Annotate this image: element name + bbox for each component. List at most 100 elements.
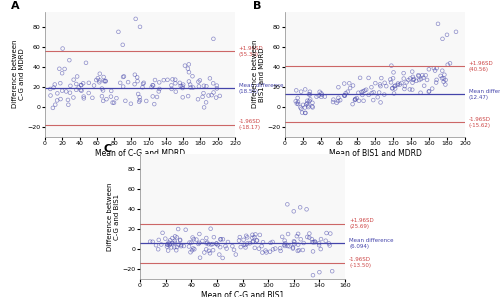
Point (408, 69, 416, 74)
Point (255, 246, 263, 251)
Point (168, 241, 176, 245)
Point (432, 80, 440, 85)
Point (308, 100, 316, 105)
Point (214, 243, 222, 247)
Point (244, 241, 252, 246)
Point (72, 87, 80, 92)
Point (108, 100, 116, 105)
Point (308, 240, 316, 244)
Point (198, 94, 206, 99)
Point (212, 241, 220, 246)
Point (315, 241, 323, 245)
Point (222, 244, 230, 249)
Point (351, 97, 359, 102)
Point (334, 85, 342, 90)
Point (394, 81, 402, 86)
Point (416, 90, 424, 95)
Point (194, 97, 202, 102)
Point (155, 80, 163, 85)
Point (306, 89, 314, 94)
Point (410, 78, 418, 82)
Point (368, 85, 376, 90)
Point (213, 83, 221, 88)
X-axis label: Mean of BIS1 and MDRD: Mean of BIS1 and MDRD (328, 148, 422, 158)
Point (232, 252, 240, 257)
Point (107, 94, 115, 99)
Point (408, 80, 416, 85)
Point (398, 80, 406, 85)
Point (146, 239, 154, 244)
Point (181, 63, 189, 68)
Point (387, 80, 395, 85)
Point (139, 82, 147, 86)
Point (414, 73, 422, 78)
Point (79, 81, 87, 86)
Point (99, 88, 107, 93)
Point (423, 78, 431, 82)
Point (388, 63, 396, 68)
Point (386, 77, 394, 82)
Text: +1.96SD
(25.69): +1.96SD (25.69) (349, 218, 374, 229)
Point (330, 97, 338, 102)
Point (420, 75, 428, 80)
Point (56, 97, 64, 102)
Point (198, 238, 206, 243)
Point (171, 77, 179, 82)
Text: -1.96SD
(-15.62): -1.96SD (-15.62) (468, 117, 490, 128)
Point (80, 96, 88, 101)
Point (136, 98, 144, 102)
Y-axis label: Difference between
C-G and MDRD: Difference between C-G and MDRD (12, 40, 25, 108)
Point (166, 241, 174, 246)
Point (164, 78, 172, 82)
Point (266, 249, 274, 254)
Point (306, 235, 314, 240)
Point (286, 244, 294, 249)
Point (163, 244, 171, 249)
Point (236, 245, 244, 249)
Point (162, 236, 170, 241)
Point (346, 86, 354, 91)
Point (292, 88, 300, 93)
Point (171, 234, 179, 239)
Point (66, 83, 74, 88)
Point (269, 247, 277, 252)
Text: B: B (252, 1, 261, 11)
Point (168, 245, 175, 250)
Point (122, 98, 130, 103)
Point (289, 246, 297, 251)
Point (336, 98, 344, 102)
Point (154, 247, 162, 252)
Point (171, 240, 179, 245)
Point (53, 98, 61, 103)
Point (400, 76, 407, 81)
Point (202, 84, 210, 89)
Point (440, 79, 448, 84)
Point (73, 74, 81, 79)
Point (202, 247, 210, 252)
Point (309, 249, 317, 254)
Point (282, 241, 290, 246)
Point (177, 243, 185, 247)
Point (158, 242, 166, 247)
Point (372, 81, 380, 86)
Point (155, 238, 163, 242)
Point (380, 92, 388, 97)
Point (276, 246, 284, 251)
Point (185, 79, 193, 84)
Point (376, 100, 384, 105)
Point (160, 78, 168, 83)
Point (153, 95, 161, 99)
Point (209, 248, 217, 252)
Point (140, 80, 147, 85)
Point (329, 100, 337, 105)
Point (176, 238, 184, 243)
Point (326, 243, 334, 248)
Point (196, 78, 204, 83)
Point (360, 98, 368, 103)
Point (224, 240, 232, 244)
Point (446, 61, 454, 66)
Point (176, 237, 184, 242)
Point (179, 82, 187, 87)
Point (138, 85, 146, 90)
Point (230, 247, 238, 252)
